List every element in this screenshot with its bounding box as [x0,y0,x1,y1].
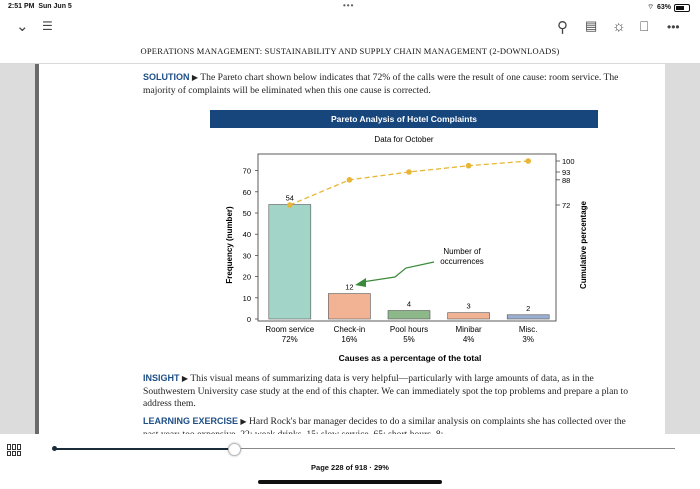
thumbnails-grid-icon[interactable] [7,444,21,456]
page-slider-start [52,446,57,451]
bottom-bar [0,434,700,489]
battery-icon [674,3,690,12]
annotation-text: Number of occurrences [440,247,484,266]
cumulative-point [406,169,412,175]
cumulative-point [287,202,293,208]
x-category-pct: 72% [282,335,298,344]
bar [268,204,312,320]
solution-text: The Pareto chart shown below indicates t… [143,72,619,96]
battery-percent: 63% [656,4,671,11]
page-slider-progress [55,448,233,450]
brightness-icon[interactable]: ☼ [612,18,626,35]
chart-subtitle: Data for October [374,135,433,144]
chevron-down-icon[interactable]: ⌄ [16,18,29,35]
cumulative-line-path [289,160,529,206]
cumulative-point [465,162,472,169]
x-category-label: Misc. [519,325,538,334]
cumulative-line [287,158,531,208]
triangle-icon: ▶ [240,417,247,426]
bar [447,312,490,320]
page-slider-track[interactable] [55,448,675,449]
y-tick-label: 20 [243,273,251,282]
x-category-pct: 4% [463,335,475,344]
multitask-dots[interactable]: ••• [343,1,355,10]
x-category-label: Minibar [455,325,482,334]
exercise-paragraph: LEARNING EXERCISE ▶ Hard Rock's bar mana… [143,415,633,434]
y2-tick-label: 100 [562,157,575,166]
y-tick-label: 10 [243,294,251,303]
solution-label: SOLUTION [143,72,190,82]
annotation-arrowhead [355,278,366,287]
y2-axis-label: Cumulative percentage [579,200,588,289]
book-title: OPERATIONS MANAGEMENT: SUSTAINABILITY AN… [140,46,560,56]
y2-tick-label: 93 [562,168,570,177]
table-of-contents-icon[interactable]: ☰ [42,19,53,33]
cumulative-point [346,177,353,183]
y-axis: 0 10 20 30 40 50 60 70 [243,167,258,324]
triangle-icon: ▶ [191,73,199,82]
bar-value-label: 54 [286,194,294,203]
x-category-label: Room service [265,325,314,334]
home-indicator [258,480,442,484]
bar [387,310,431,320]
y-tick-label: 50 [243,209,251,218]
y2-tick-label: 88 [562,176,570,185]
y-tick-label: 0 [247,315,251,324]
bookmark-icon[interactable]: ⎕ [640,18,649,34]
x-category-pct: 16% [341,335,357,344]
wifi-icon: ⌔ [647,4,654,11]
x-category-pct: 3% [522,335,534,344]
bar-value-label: 4 [407,300,411,309]
bar-value-label: 12 [345,283,353,292]
x-category-label: Pool hours [390,325,428,334]
bars: 54 12 4 3 2 [268,194,550,320]
reader-toolbar: ⌄ ☰ ⚲ ▤ ☼ ⎕ ••• [0,14,700,42]
bar-value-label: 3 [467,302,471,311]
page-margin-bar [35,64,39,434]
x-category-label: Check-in [334,325,366,334]
triangle-icon: ▶ [181,374,189,383]
annotation-line: occurrences [440,257,484,266]
divider [0,63,700,64]
cumulative-point [525,158,531,164]
status-bar: 2:51 PM Sun Jun 5 ••• ⌔ 63% [0,0,700,14]
notes-icon[interactable]: ▤ [585,18,598,33]
bar-value-label: 2 [526,304,530,313]
y2-tick-label: 72 [562,201,570,210]
bar [328,293,371,320]
insight-label: INSIGHT [143,373,180,383]
bar [506,314,550,320]
chart-title: Pareto Analysis of Hotel Complaints [210,110,598,128]
y-tick-label: 30 [243,251,251,260]
status-right: ⌔ 63% [647,3,690,12]
x-category-pct: 5% [403,335,415,344]
y-axis-label: Frequency (number) [225,206,234,284]
search-icon[interactable]: ⚲ [557,19,568,36]
more-icon[interactable]: ••• [667,20,680,34]
plot-frame [257,153,557,322]
annotation-arrow [361,261,435,283]
page-slider-thumb[interactable] [228,443,241,456]
y-tick-label: 40 [243,230,251,239]
insight-text: This visual means of summarizing data is… [143,373,629,409]
insight-paragraph: INSIGHT ▶ This visual means of summarizi… [143,372,633,411]
solution-paragraph: SOLUTION ▶ The Pareto chart shown below … [143,71,633,97]
page-indicator: Page 228 of 918 · 29% [311,463,389,472]
exercise-label: LEARNING EXERCISE [143,416,239,426]
status-time: 2:51 PM Sun Jun 5 [8,3,72,10]
exercise-text: Hard Rock's bar manager decides to do a … [143,416,626,434]
y-tick-label: 70 [243,167,251,176]
annotation-line: Number of [443,247,481,256]
y-tick-label: 60 [243,188,251,197]
x-axis-label: Causes as a percentage of the total [339,353,482,363]
